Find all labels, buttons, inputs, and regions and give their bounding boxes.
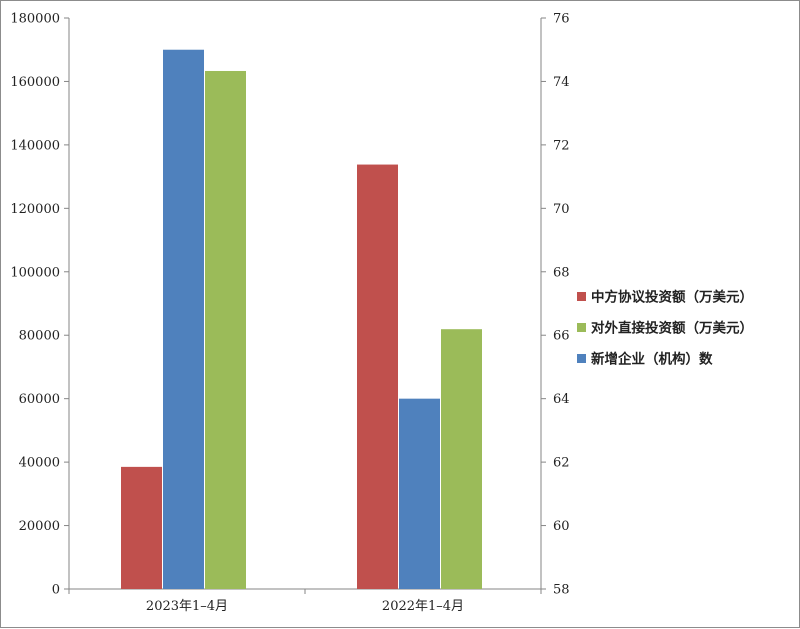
bar xyxy=(163,49,204,589)
left-axis-tick-label: 140000 xyxy=(10,138,60,153)
left-axis-tick-label: 80000 xyxy=(19,329,60,344)
bar xyxy=(205,70,246,589)
legend-label: 新增企业（机构）数 xyxy=(591,351,713,368)
left-axis-tick-label: 120000 xyxy=(10,202,60,217)
left-axis-tick-label: 40000 xyxy=(19,456,60,471)
right-axis-tick-label: 72 xyxy=(553,138,570,153)
bar xyxy=(399,398,440,589)
right-axis-tick-label: 64 xyxy=(553,392,570,407)
right-axis-tick-label: 58 xyxy=(553,583,570,598)
x-axis-category-label: 2023年1–4月 xyxy=(146,599,228,614)
right-axis-tick-label: 62 xyxy=(553,456,570,471)
legend-swatch xyxy=(577,354,586,363)
legend-swatch xyxy=(577,323,586,332)
legend-label: 对外直接投资额（万美元） xyxy=(591,320,753,337)
left-axis-tick-label: 60000 xyxy=(19,392,60,407)
right-axis-tick-label: 70 xyxy=(553,202,570,217)
left-axis-tick-label: 180000 xyxy=(10,12,60,27)
bar xyxy=(357,164,398,589)
bar xyxy=(441,329,482,589)
legend-swatch xyxy=(577,292,586,301)
right-axis-tick-label: 76 xyxy=(553,12,570,27)
x-axis-category-label: 2022年1–4月 xyxy=(382,599,464,614)
left-axis-tick-label: 100000 xyxy=(10,265,60,280)
legend-label: 中方协议投资额（万美元） xyxy=(591,289,753,306)
bar xyxy=(121,466,162,589)
right-axis-tick-label: 66 xyxy=(553,329,570,344)
left-axis-tick-label: 0 xyxy=(52,583,60,598)
left-axis-tick-label: 20000 xyxy=(19,519,60,534)
right-axis-tick-label: 60 xyxy=(553,519,570,534)
left-axis-tick-label: 160000 xyxy=(10,75,60,90)
right-axis-tick-label: 68 xyxy=(553,265,570,280)
right-axis-tick-label: 74 xyxy=(553,75,570,90)
